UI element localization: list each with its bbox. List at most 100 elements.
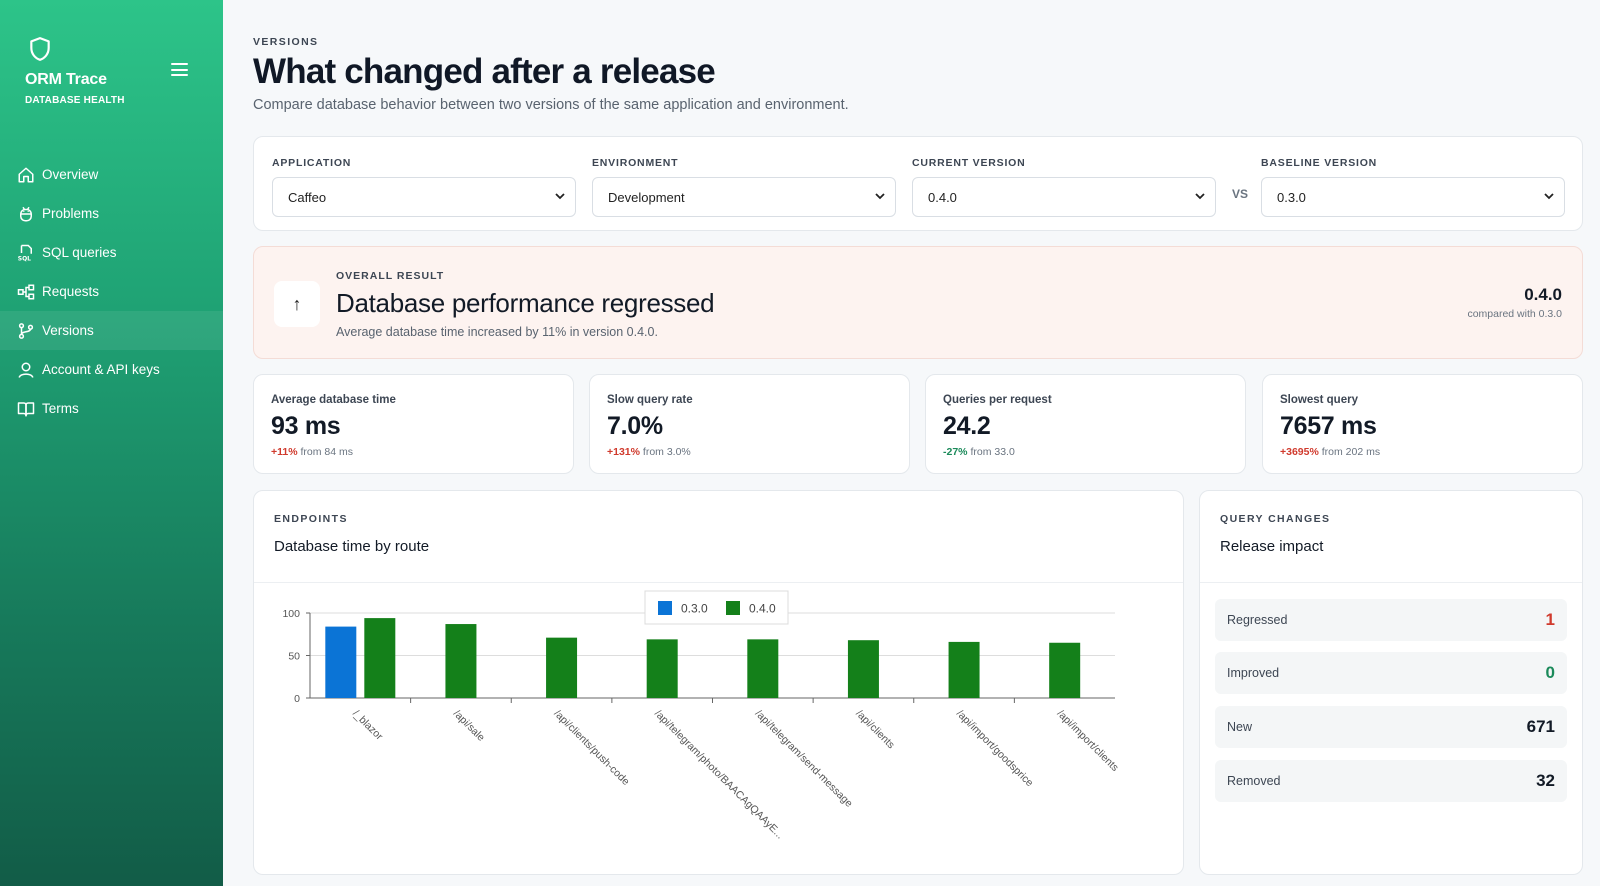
release-impact-card: QUERY CHANGES Release impact Regressed 1…: [1199, 490, 1583, 875]
y-tick-label: 100: [282, 608, 300, 620]
current-version-select[interactable]: 0.4.0: [912, 177, 1216, 217]
legend-label: 0.4.0: [749, 602, 776, 616]
metric-value: 24.2: [943, 412, 991, 440]
metric-delta: +131% from 3.0%: [607, 446, 892, 458]
sidebar-item-label: SQL queries: [42, 245, 117, 260]
impact-row-value: 1: [1545, 610, 1555, 629]
legend-swatch: [726, 601, 740, 615]
y-tick-label: 50: [288, 651, 300, 663]
sidebar-item-sql-queries[interactable]: SQL SQL queries: [0, 233, 223, 272]
metric-label: Average database time: [271, 394, 396, 406]
page-title: What changed after a release: [253, 52, 716, 91]
page-eyebrow: VERSIONS: [253, 36, 319, 48]
current-version-label: CURRENT VERSION: [912, 157, 1026, 169]
sidebar-item-label: Overview: [42, 167, 99, 182]
shield-logo-icon: [30, 37, 50, 61]
metric-delta-percent: +131%: [607, 446, 640, 458]
metric-delta-from: from 202 ms: [1321, 446, 1381, 458]
divider: [1200, 582, 1582, 583]
sidebar-item-versions[interactable]: Versions: [0, 311, 223, 350]
bug-icon: [17, 205, 35, 223]
sidebar-item-account[interactable]: Account & API keys: [0, 350, 223, 389]
current-version-value: 0.4.0: [928, 190, 957, 205]
y-tick-label: 0: [294, 693, 300, 705]
bar-0.4.0-2: [546, 637, 578, 698]
overall-result-detail: Average database time increased by 11% i…: [336, 325, 658, 339]
baseline-version-value: 0.3.0: [1277, 190, 1306, 205]
sidebar-item-requests[interactable]: Requests: [0, 272, 223, 311]
impact-row-regressed: Regressed 1: [1215, 599, 1567, 641]
endpoints-card: ENDPOINTS Database time by route 0 50 100 /…: [253, 490, 1184, 875]
environment-value: Development: [608, 190, 685, 205]
sidebar: ORM Trace DATABASE HEALTH Overview Probl…: [0, 0, 223, 886]
metric-value: 7657 ms: [1280, 412, 1377, 440]
impact-eyebrow: QUERY CHANGES: [1220, 513, 1331, 525]
x-tick-label: /api/telegram/send-message: [753, 708, 855, 810]
metric-card-queries-per-request: Queries per request 24.2 -27% from 33.0: [925, 374, 1246, 474]
endpoints-eyebrow: ENDPOINTS: [274, 513, 348, 525]
x-tick-label: /api/sale: [451, 708, 487, 744]
metric-delta: -27% from 33.0: [943, 446, 1228, 458]
metric-delta-from: from 3.0%: [642, 446, 691, 458]
impact-row-label: New: [1227, 720, 1253, 734]
baseline-version-select[interactable]: 0.3.0: [1261, 177, 1565, 217]
sidebar-item-overview[interactable]: Overview: [0, 155, 223, 194]
overall-result-headline: Database performance regressed: [336, 288, 715, 318]
menu-toggle-icon[interactable]: [171, 63, 188, 77]
environment-label: ENVIRONMENT: [592, 157, 679, 169]
sidebar-item-label: Terms: [42, 401, 79, 416]
sidebar-item-label: Versions: [42, 323, 94, 338]
impact-row-value: 32: [1536, 771, 1555, 790]
arrow-up-icon: ↑: [274, 281, 320, 327]
x-tick-label: /api/import/goodsprice: [954, 708, 1036, 790]
chevron-down-icon: [1195, 193, 1205, 200]
result-compared-with: compared with 0.3.0: [1467, 308, 1562, 320]
impact-row-value: 671: [1526, 717, 1555, 736]
application-value: Caffeo: [288, 190, 327, 205]
impact-row-label: Removed: [1227, 774, 1281, 788]
application-label: APPLICATION: [272, 157, 352, 169]
metric-card-slowest-query: Slowest query 7657 ms +3695% from 202 ms: [1262, 374, 1583, 474]
metric-label: Slow query rate: [607, 394, 693, 406]
app-name: ORM Trace: [25, 71, 107, 88]
sidebar-item-terms[interactable]: Terms: [0, 389, 223, 428]
environment-select[interactable]: Development: [592, 177, 896, 217]
metric-delta-percent: +11%: [271, 446, 298, 458]
bar-0.4.0-1: [445, 624, 477, 698]
chevron-down-icon: [1544, 193, 1554, 200]
application-filter: APPLICATION Caffeo: [272, 157, 576, 217]
branch-icon: [17, 322, 35, 340]
current-version-filter: CURRENT VERSION 0.4.0: [912, 157, 1216, 217]
filters-card: APPLICATION Caffeo ENVIRONMENT Developme…: [253, 136, 1583, 231]
impact-title: Release impact: [1220, 538, 1324, 555]
bar-0.4.0-5: [847, 640, 879, 698]
bar-0.4.0-3: [646, 639, 678, 698]
impact-row-label: Regressed: [1227, 613, 1288, 627]
page-subtitle: Compare database behavior between two ve…: [253, 97, 849, 113]
metric-delta-percent: +3695%: [1280, 446, 1319, 458]
sidebar-item-problems[interactable]: Problems: [0, 194, 223, 233]
route-bar-chart: 0 50 100 /_blazor/api/sale/api/clients/push…: [282, 590, 1121, 841]
baseline-version-label: BASELINE VERSION: [1261, 157, 1378, 169]
legend-label: 0.3.0: [681, 602, 708, 616]
metric-delta-from: from 84 ms: [300, 446, 354, 458]
x-tick-label: /api/import/clients: [1055, 708, 1121, 774]
impact-row-value: 0: [1545, 663, 1555, 682]
app-subtitle: DATABASE HEALTH: [25, 95, 125, 106]
bar-0.3.0-0: [325, 626, 357, 698]
chevron-down-icon: [875, 193, 885, 200]
brand: ORM Trace DATABASE HEALTH: [25, 36, 125, 106]
metric-card-slow-query-rate: Slow query rate 7.0% +131% from 3.0%: [589, 374, 910, 474]
bar-0.4.0-0: [364, 618, 396, 698]
sidebar-item-label: Requests: [42, 284, 100, 299]
metric-label: Slowest query: [1280, 394, 1358, 406]
application-select[interactable]: Caffeo: [272, 177, 576, 217]
home-icon: [17, 166, 35, 184]
x-tick-label: /api/clients: [853, 708, 897, 752]
user-icon: [17, 361, 35, 379]
metric-value: 93 ms: [271, 412, 341, 440]
impact-row-label: Improved: [1227, 666, 1280, 680]
vs-label: VS: [1232, 187, 1249, 201]
bar-0.4.0-7: [1049, 642, 1081, 698]
metric-delta-percent: -27%: [943, 446, 968, 458]
